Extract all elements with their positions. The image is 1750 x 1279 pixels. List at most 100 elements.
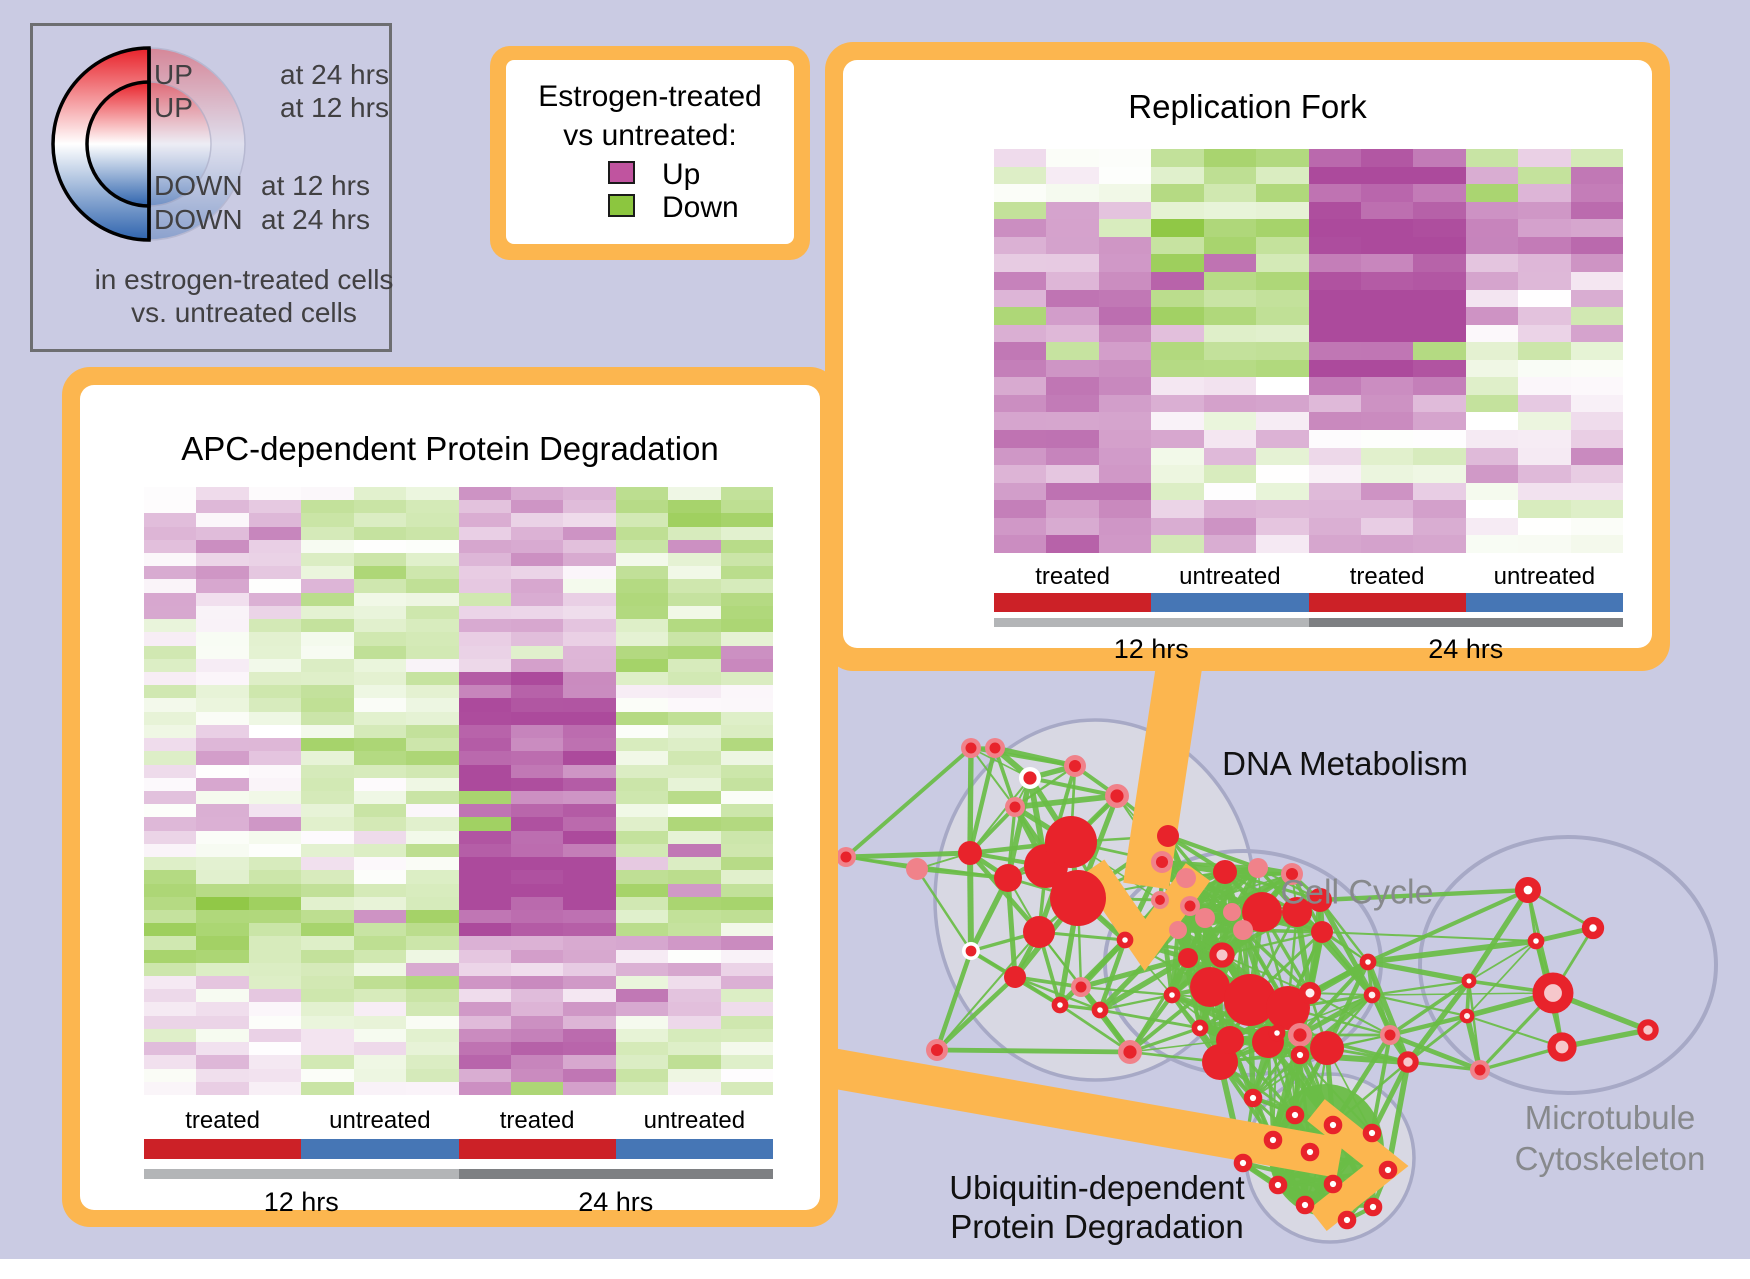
heatmap-cell — [1098, 342, 1152, 360]
heatmap-cell — [248, 1042, 302, 1056]
ring-legend-up-outer: UP — [154, 59, 193, 90]
heatmap-cell — [248, 645, 302, 659]
gene-node — [1263, 1130, 1283, 1150]
heatmap-cell — [248, 949, 302, 963]
heatmap-cell — [1203, 447, 1257, 466]
heatmap-cell — [458, 989, 511, 1003]
updown-legend-box: Estrogen-treated vs untreated: Up Down — [490, 46, 810, 260]
heatmap-cell — [563, 592, 616, 606]
heatmap-cell — [563, 685, 616, 699]
heatmap-cell — [196, 1002, 249, 1016]
heatmap-cell — [1360, 307, 1414, 325]
heatmap-cell — [248, 605, 302, 620]
heatmap-cell — [1151, 149, 1204, 167]
network-edge — [1170, 928, 1245, 997]
heatmap-cell — [1465, 236, 1519, 255]
heatmap-cell — [1203, 342, 1257, 360]
apc-panel-card: APC-dependent Protein Degradation treate… — [80, 385, 820, 1217]
heatmap-cell — [1518, 430, 1571, 448]
heatmap-cell — [668, 804, 721, 818]
heatmap-cell — [144, 817, 197, 831]
heatmap-cell — [1518, 394, 1571, 413]
heatmap-cell — [1308, 500, 1361, 518]
heatmap-cell — [720, 500, 773, 514]
heatmap-cell — [1360, 482, 1414, 501]
heatmap-cell — [1203, 219, 1257, 237]
heatmap-cell — [668, 936, 721, 950]
heatmap-cell — [668, 619, 721, 633]
heatmap-cell — [1203, 359, 1257, 378]
heatmap-cell — [248, 883, 302, 897]
heatmap-cell — [353, 685, 407, 699]
heatmap-cell — [615, 1068, 669, 1082]
heatmap-cell — [144, 1015, 197, 1029]
heatmap-cell — [1465, 359, 1519, 378]
heatmap-cell — [1256, 184, 1309, 202]
heatmap-cell — [301, 658, 354, 672]
heatmap-cell — [1570, 254, 1623, 272]
heatmap-cell — [1465, 482, 1519, 501]
heatmap-cell — [668, 513, 721, 527]
network-edge — [1369, 1060, 1411, 1135]
heatmap-cell — [1256, 271, 1309, 290]
heatmap-cell — [668, 949, 721, 963]
gene-node — [1337, 1210, 1357, 1230]
rf-hour-bars — [994, 618, 1623, 627]
heatmap-cell — [1203, 271, 1257, 290]
gene-node — [1527, 932, 1545, 950]
network-edge — [1014, 975, 1082, 989]
heatmap-cell — [1151, 307, 1204, 325]
heatmap-cell — [196, 936, 249, 950]
heatmap-cell — [994, 166, 1047, 185]
heatmap-cell — [144, 764, 197, 778]
heatmap-cell — [720, 632, 773, 646]
heatmap-cell — [144, 566, 197, 580]
heatmap-cell — [248, 1002, 302, 1016]
heatmap-cell — [1256, 465, 1309, 483]
network-edge — [1252, 1054, 1301, 1099]
heatmap-cell — [1360, 271, 1414, 290]
heatmap-cell — [1465, 412, 1519, 430]
heatmap-cell — [406, 936, 459, 950]
heatmap-cell — [1151, 236, 1204, 255]
heatmap-cell — [1046, 482, 1099, 501]
heatmap-cell — [668, 526, 721, 540]
heatmap-cell — [668, 553, 721, 567]
heatmap-cell — [615, 526, 669, 540]
ring-legend-caption-line1: in estrogen-treated cells — [94, 264, 394, 295]
heatmap-cell — [196, 976, 249, 990]
gene-node — [1380, 1025, 1400, 1045]
network-edge — [1080, 985, 1173, 997]
heatmap-cell — [563, 672, 616, 686]
heatmap-cell — [1151, 447, 1204, 466]
heatmap-cell — [615, 1028, 669, 1043]
gene-node — [1116, 931, 1134, 949]
network-nodes — [836, 738, 1659, 1230]
heatmap-cell — [196, 870, 249, 884]
heatmap-cell — [1308, 271, 1361, 290]
heatmap-cell — [994, 535, 1047, 553]
heatmap-cell — [144, 751, 197, 765]
heatmap-cell — [248, 976, 302, 990]
heatmap-cell — [458, 923, 511, 937]
heatmap-cell — [301, 883, 354, 897]
heatmap-cell — [1256, 394, 1309, 413]
heatmap-cell — [720, 592, 773, 606]
heatmap-cell — [563, 949, 616, 963]
heatmap-cell — [144, 1081, 197, 1095]
heatmap-cell — [196, 738, 249, 752]
heatmap-cell — [1570, 184, 1623, 202]
network-edge — [994, 745, 1076, 769]
heatmap-cell — [301, 645, 354, 659]
heatmap-cell — [196, 605, 249, 620]
heatmap-cell — [196, 1055, 249, 1069]
heatmap-cell — [1046, 271, 1099, 290]
heatmap-cell — [406, 672, 459, 686]
rf-panel-card: Replication Fork treated untreated treated… — [843, 60, 1652, 664]
heatmap-cell — [248, 764, 302, 778]
heatmap-cell — [668, 976, 721, 990]
heatmap-cell — [196, 632, 249, 646]
heatmap-cell — [144, 592, 197, 606]
heatmap-cell — [1203, 394, 1257, 413]
